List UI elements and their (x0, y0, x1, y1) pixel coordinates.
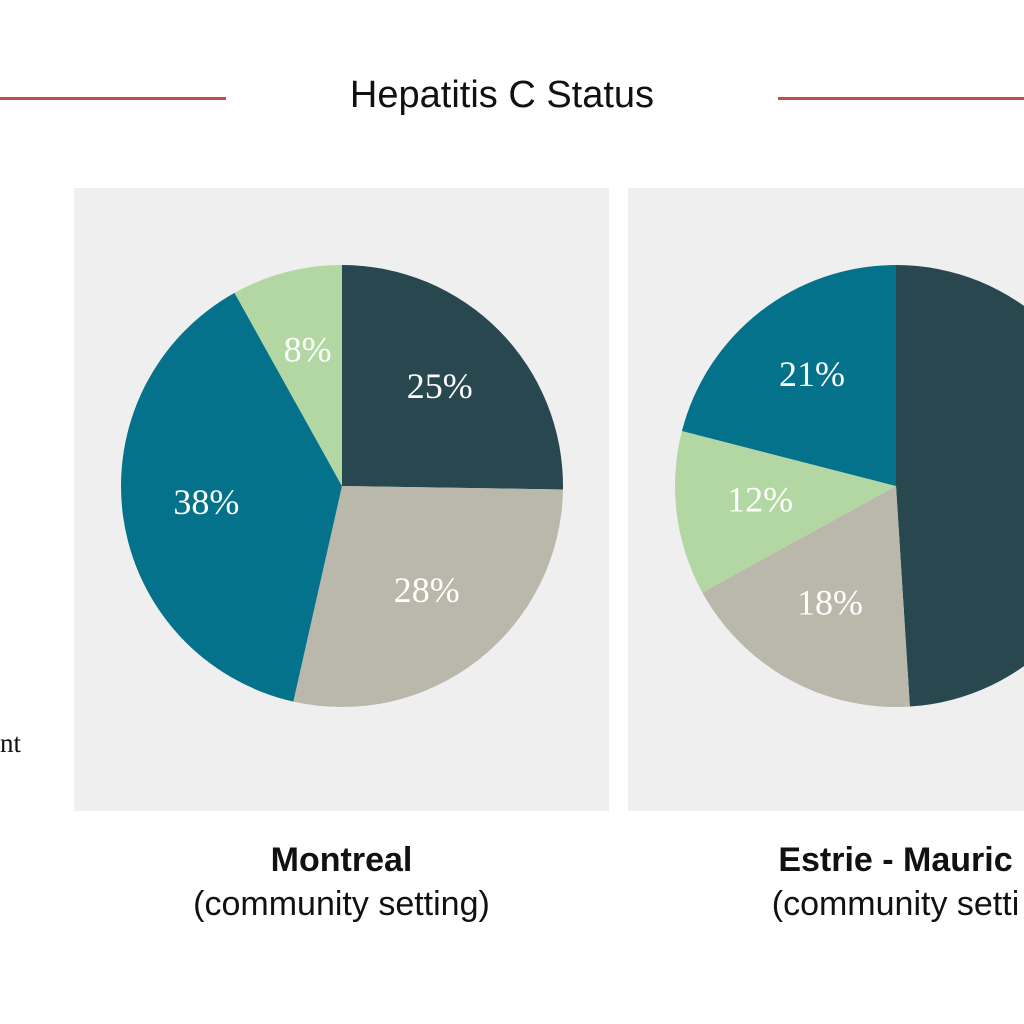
slice-label-green: 8% (284, 330, 332, 370)
pie-chart-montreal: 25% 28% 38% 8% (121, 265, 563, 707)
pie-chart-estrie: 418%12%21% (674, 265, 1024, 707)
pie-panel-estrie: 418%12%21% (628, 188, 1024, 811)
chart-title: Hepatitis C Status (349, 74, 655, 116)
legend-fragment: nt (0, 728, 22, 758)
slice-label-teal: 21% (779, 354, 845, 394)
pie-slice-gray (293, 486, 563, 707)
caption-title: Estrie - Mauric (778, 841, 1013, 879)
caption-montreal: Montreal (community setting) (74, 838, 609, 926)
slice-label-gray: 28% (394, 570, 460, 610)
pie-slice-teal (681, 265, 896, 486)
caption-subtitle: (community setting) (193, 885, 490, 923)
pie-panel-montreal: 25% 28% 38% 8% (74, 188, 609, 811)
pie-slice-green (234, 265, 342, 486)
title-rule-right (778, 97, 1024, 100)
pie-slice-gray (702, 486, 910, 707)
pie-slice-green (674, 431, 896, 593)
title-rule-left (0, 97, 226, 100)
pie-slice-dark (896, 265, 1024, 707)
pie-slice-dark (342, 265, 563, 490)
caption-subtitle: (community setti (771, 885, 1020, 923)
slice-label-teal: 38% (173, 482, 239, 522)
pie-slice-teal (121, 292, 342, 702)
caption-title: Montreal (270, 841, 413, 879)
slice-label-dark: 25% (407, 366, 473, 406)
slice-label-green: 12% (727, 479, 793, 519)
slice-label-gray: 18% (797, 582, 863, 622)
caption-estrie: Estrie - Mauric (community setti (628, 838, 1024, 926)
